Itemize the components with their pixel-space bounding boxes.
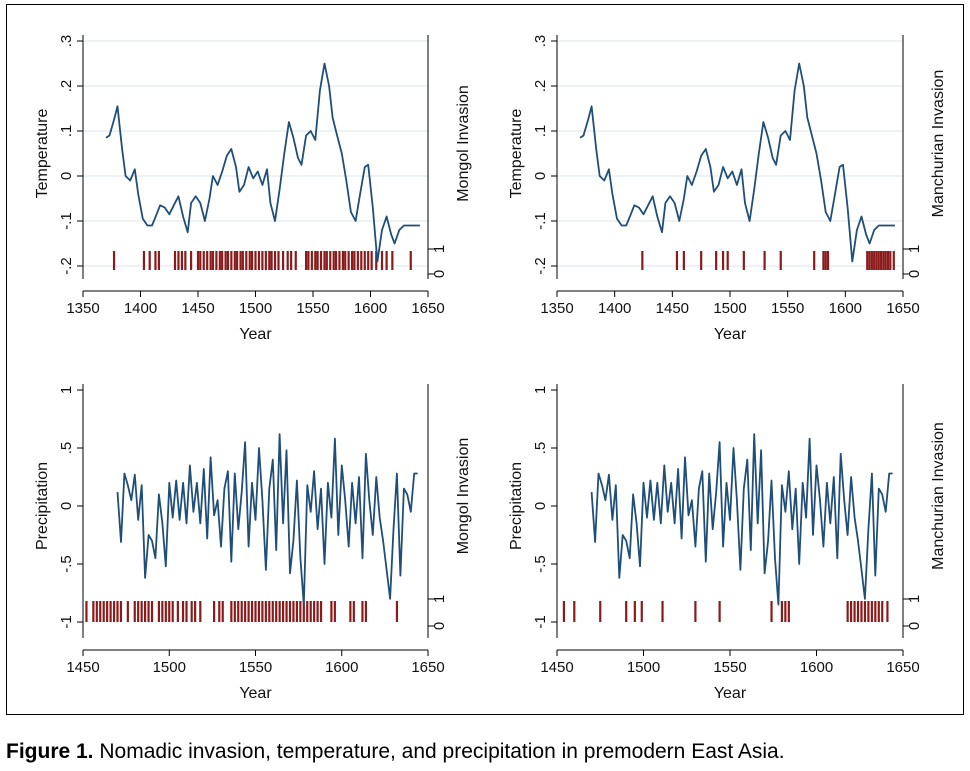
series-line xyxy=(116,433,418,606)
y-tick-label: 1 xyxy=(532,386,549,394)
y2-tick-label: 1 xyxy=(431,595,448,603)
y2-tick-label: 0 xyxy=(906,270,923,278)
x-tick-label: 1450 xyxy=(540,659,573,676)
x-tick-label: 1350 xyxy=(540,300,573,317)
y-tick-label: .2 xyxy=(58,80,75,93)
figure-frame: -.2 -.1 0 .1 .2 .3 1350 1400 1450 1500 1550 1600 165… xyxy=(6,4,964,715)
x-tick-label: 1450 xyxy=(181,300,214,317)
x-axis-title: Year xyxy=(239,685,272,702)
y-tick-label: 0 xyxy=(58,172,75,180)
series-line xyxy=(579,62,895,263)
y-tick-label: 0 xyxy=(532,502,549,510)
x-tick-label: 1450 xyxy=(656,300,689,317)
x-tick-label: 1550 xyxy=(771,300,804,317)
x-axis-title: Year xyxy=(239,326,272,343)
figure-canvas: -.2 -.1 0 .1 .2 .3 1350 1400 1450 1500 1550 1600 165… xyxy=(34,35,947,702)
chart-panel-top-right: -.2 -.1 0 .1 .2 .3 1350 1400 1450 1500 1550 1600 165… xyxy=(508,35,947,343)
y-tick-label: .2 xyxy=(532,80,549,93)
y-tick-label: .5 xyxy=(58,442,75,455)
x-tick-label: 1550 xyxy=(296,300,329,317)
y-tick-label: 0 xyxy=(532,172,549,180)
y-tick-label: .3 xyxy=(532,35,549,48)
x-axis-title: Year xyxy=(714,326,747,343)
caption-label: Figure 1. xyxy=(6,740,94,763)
x-tick-label: 1400 xyxy=(124,300,157,317)
x-tick-label: 1500 xyxy=(713,300,746,317)
y2-tick-label: 0 xyxy=(906,622,923,630)
y2-axis-title: Mongol Invasion xyxy=(455,85,472,202)
x-tick-label: 1550 xyxy=(713,659,746,676)
chart-panel-bottom-right: -1 -.5 0 .5 1 1450 1500 1550 1600 1650 Year Precipi… xyxy=(508,384,947,702)
x-tick-label: 1500 xyxy=(239,300,272,317)
y-tick-label: -1 xyxy=(532,615,549,628)
x-tick-label: 1600 xyxy=(829,300,862,317)
figure-caption: Figure 1. Nomadic invasion, temperature,… xyxy=(6,740,785,764)
y2-tick-label: 0 xyxy=(431,622,448,630)
y-tick-label: .1 xyxy=(58,125,75,138)
y-axis-title: Temperature xyxy=(34,108,51,198)
x-tick-label: 1650 xyxy=(886,659,919,676)
y-axis-title: Temperature xyxy=(508,108,525,198)
x-tick-label: 1600 xyxy=(354,300,387,317)
y2-tick-label: 0 xyxy=(431,270,448,278)
series-line xyxy=(105,62,420,263)
y2-tick-label: 1 xyxy=(906,595,923,603)
x-tick-label: 1500 xyxy=(627,659,660,676)
chart-panel-top-left: -.2 -.1 0 .1 .2 .3 1350 1400 1450 1500 1550 1600 165… xyxy=(34,35,472,343)
x-tick-label: 1450 xyxy=(66,659,99,676)
y-tick-label: -.2 xyxy=(58,257,75,275)
y-tick-label: .3 xyxy=(58,35,75,48)
y-axis-title: Precipitation xyxy=(34,462,51,550)
x-tick-label: 1650 xyxy=(411,300,444,317)
y-tick-label: -.5 xyxy=(58,555,75,573)
y2-tick-label: 1 xyxy=(906,245,923,253)
y-tick-label: .5 xyxy=(532,442,549,455)
series-line xyxy=(590,433,893,606)
y2-axis-title: Manchurian Invasion xyxy=(930,422,947,570)
y-axis-title: Precipitation xyxy=(508,462,525,550)
chart-panel-bottom-left: -1 -.5 0 .5 1 1450 1500 1550 1600 1650 Year Precipi… xyxy=(34,384,472,702)
y-tick-label: -1 xyxy=(58,615,75,628)
y2-axis-title: Mongol Invasion xyxy=(455,438,472,555)
x-tick-label: 1400 xyxy=(598,300,631,317)
x-tick-label: 1550 xyxy=(239,659,272,676)
x-axis-title: Year xyxy=(714,685,747,702)
x-tick-label: 1650 xyxy=(411,659,444,676)
y-tick-label: 0 xyxy=(58,502,75,510)
y2-tick-label: 1 xyxy=(431,245,448,253)
x-tick-label: 1500 xyxy=(153,659,186,676)
y-tick-label: 1 xyxy=(58,386,75,394)
y-tick-label: -.1 xyxy=(532,212,549,230)
x-tick-label: 1600 xyxy=(800,659,833,676)
x-tick-label: 1600 xyxy=(325,659,358,676)
y-tick-label: -.2 xyxy=(532,257,549,275)
x-tick-label: 1350 xyxy=(66,300,99,317)
y2-axis-title: Manchurian Invasion xyxy=(930,70,947,218)
y-tick-label: .1 xyxy=(532,125,549,138)
y-tick-label: -.1 xyxy=(58,212,75,230)
caption-text: Nomadic invasion, temperature, and preci… xyxy=(99,740,785,763)
y-tick-label: -.5 xyxy=(532,555,549,573)
x-tick-label: 1650 xyxy=(886,300,919,317)
